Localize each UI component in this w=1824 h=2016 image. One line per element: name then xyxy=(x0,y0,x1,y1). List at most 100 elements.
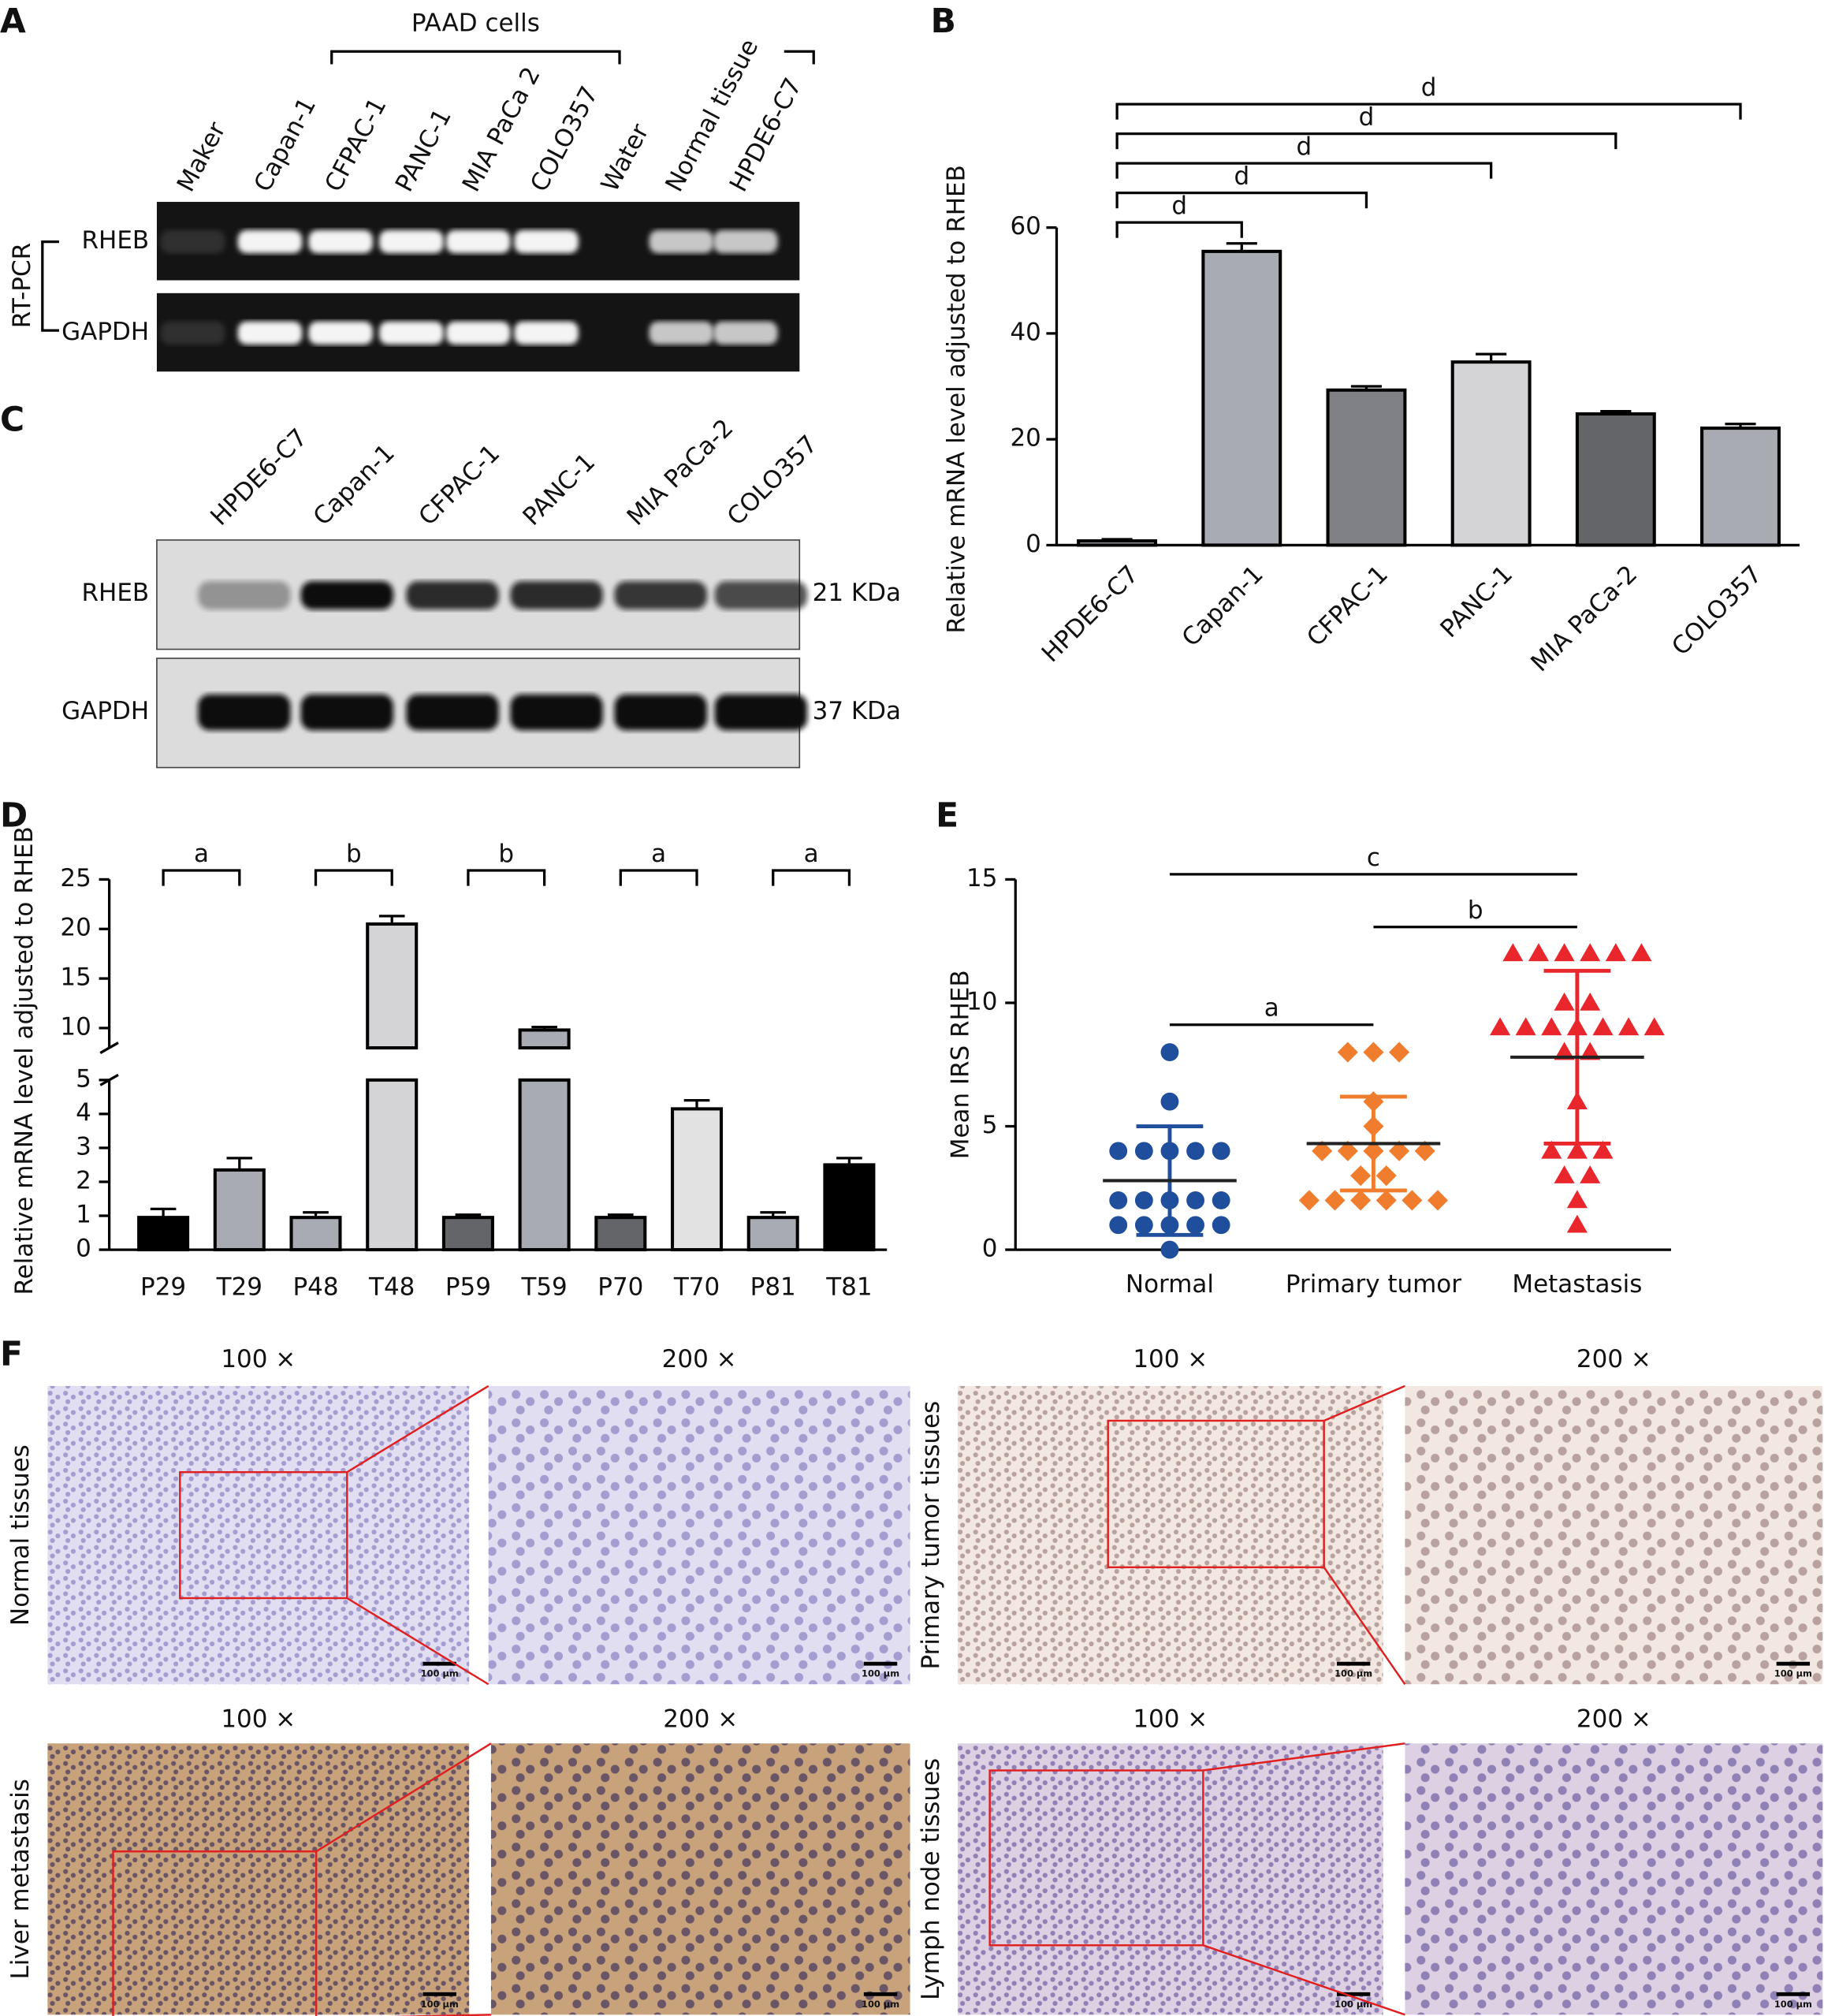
magnification-label: 100 × xyxy=(221,1705,296,1733)
point xyxy=(1554,943,1575,962)
band xyxy=(198,694,291,731)
point xyxy=(1631,943,1652,962)
bar-lower xyxy=(518,1078,571,1252)
y-tick-label: 40 xyxy=(1010,318,1040,346)
magnification-label: 200 × xyxy=(1576,1705,1651,1733)
zoom-lines xyxy=(346,1384,490,1686)
point xyxy=(1109,1216,1128,1235)
point xyxy=(1375,1165,1397,1187)
band xyxy=(649,321,714,345)
zoom-lines xyxy=(1202,1742,1405,2016)
point xyxy=(1541,1017,1562,1036)
group-bracket xyxy=(784,50,815,65)
band xyxy=(300,694,394,731)
lane-label: Water xyxy=(596,119,655,196)
point xyxy=(1618,1017,1640,1036)
point xyxy=(1592,1140,1614,1159)
lane-label: PANC-1 xyxy=(390,104,457,196)
scale-bar-label: 100 μm xyxy=(1774,1999,1812,2010)
scale-bar-label: 100 μm xyxy=(862,1999,899,2010)
zoom-box xyxy=(112,1850,318,2016)
bar xyxy=(441,1216,494,1252)
x-tick-label: Primary tumor xyxy=(1286,1270,1461,1299)
lane-label: Capan-1 xyxy=(248,93,322,196)
significance-label: a xyxy=(194,840,209,868)
panel-letter: E xyxy=(936,796,959,835)
significance-bracket xyxy=(1115,221,1243,238)
y-tick-label: 10 xyxy=(60,1012,91,1041)
band xyxy=(308,321,373,345)
micrograph xyxy=(488,1385,910,1685)
point xyxy=(1337,1042,1358,1063)
scale-bar-label: 100 μm xyxy=(421,1999,459,2010)
point xyxy=(1212,1216,1230,1235)
band xyxy=(160,321,225,345)
point xyxy=(1388,1042,1410,1063)
micrograph xyxy=(1405,1385,1823,1685)
y-tick-label: 1 xyxy=(76,1201,91,1229)
lane-label: HPDE6-C7 xyxy=(205,423,313,531)
x-tick-label: T59 xyxy=(520,1273,567,1301)
panel-letter: F xyxy=(0,1335,23,1373)
lane-label: MIA PaCa-2 xyxy=(622,414,739,531)
lane-label: Capan-1 xyxy=(308,439,400,531)
group-label: PAAD cells xyxy=(411,9,540,37)
point xyxy=(1580,943,1601,962)
bar xyxy=(1326,388,1407,547)
point xyxy=(1541,1140,1562,1159)
point xyxy=(1324,1190,1346,1211)
method-bracket xyxy=(41,240,60,332)
micrograph xyxy=(1405,1743,1823,2015)
band xyxy=(510,694,603,731)
bar xyxy=(137,1216,190,1252)
significance-bracket xyxy=(1115,132,1617,150)
point xyxy=(1605,943,1626,962)
zoom-lines xyxy=(315,1742,492,2016)
significance-bracket xyxy=(314,869,393,886)
y-tick-label: 4 xyxy=(76,1098,91,1127)
significance-label: d xyxy=(1234,162,1249,191)
y-tick-label: 5 xyxy=(76,1064,91,1093)
panel-letter: B xyxy=(931,2,956,40)
y-axis-label: Relative mRNA level adjusted to RHEB xyxy=(942,165,970,633)
x-tick-label: T70 xyxy=(673,1273,720,1301)
zoom-box xyxy=(988,1769,1204,1947)
band xyxy=(514,229,579,254)
band xyxy=(713,229,778,254)
size-label: 21 KDa xyxy=(813,579,901,607)
band xyxy=(445,229,511,254)
significance-label: b xyxy=(498,840,514,868)
point xyxy=(1554,1165,1575,1183)
y-tick-label: 20 xyxy=(60,914,91,942)
point xyxy=(1109,1142,1128,1161)
scale-bar-label: 100 μm xyxy=(1774,1668,1812,1679)
x-tick-label: HPDE6-C7 xyxy=(1037,560,1145,668)
significance-label: a xyxy=(1264,994,1279,1023)
band xyxy=(300,581,394,609)
magnification-label: 100 × xyxy=(1133,1345,1208,1373)
x-tick-label: P29 xyxy=(140,1273,186,1301)
point xyxy=(1554,1042,1575,1060)
point xyxy=(1350,1165,1372,1187)
band xyxy=(406,581,499,609)
y-tick-label: 0 xyxy=(982,1235,998,1263)
x-tick-label: P48 xyxy=(292,1273,338,1301)
y-tick-label: 15 xyxy=(966,864,997,892)
point xyxy=(1363,1042,1384,1063)
x-tick-label: P59 xyxy=(445,1273,491,1301)
point xyxy=(1528,943,1550,962)
point xyxy=(1186,1142,1204,1161)
band xyxy=(649,229,714,254)
group-bracket xyxy=(330,50,621,65)
lane-label: COLO357 xyxy=(722,430,823,531)
zoom-lines xyxy=(1323,1384,1406,1685)
scale-bar-label: 100 μm xyxy=(1334,1999,1372,2010)
bar xyxy=(594,1216,647,1252)
significance-label: a xyxy=(804,840,819,868)
y-tick-label: 5 xyxy=(982,1111,998,1139)
band xyxy=(237,321,303,345)
band xyxy=(614,694,707,731)
magnification-label: 200 × xyxy=(662,1345,737,1373)
